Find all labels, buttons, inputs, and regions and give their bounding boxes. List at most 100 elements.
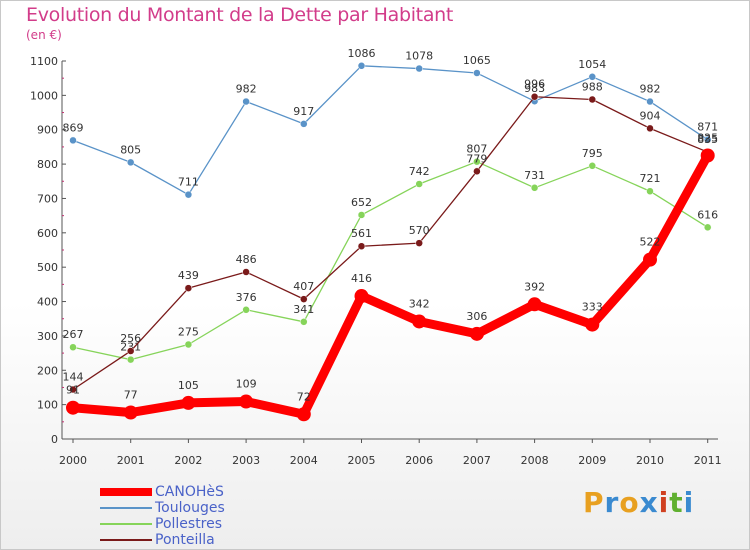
- legend-item: CANOHèS: [100, 484, 225, 500]
- data-point: [527, 297, 542, 312]
- chart-title: Evolution du Montant de la Dette par Hab…: [26, 4, 454, 26]
- data-point: [300, 295, 308, 303]
- data-point: [703, 223, 712, 232]
- y-tick-label: 0: [51, 433, 58, 446]
- legend-swatch: [100, 507, 152, 509]
- data-point: [530, 184, 539, 192]
- legend-label: Ponteilla: [155, 532, 215, 548]
- data-point: [123, 405, 138, 420]
- x-tick-label: 2001: [117, 454, 145, 467]
- logo-letter: i: [683, 486, 695, 519]
- data-label: 1065: [463, 54, 491, 67]
- data-label: 835: [697, 133, 718, 146]
- series-line: [72, 65, 709, 196]
- data-point: [354, 289, 369, 304]
- x-tick-label: 2000: [59, 454, 87, 467]
- data-point: [181, 395, 196, 410]
- data-label: 570: [409, 224, 430, 237]
- data-point: [588, 95, 597, 104]
- x-tick-label: 2005: [348, 454, 376, 467]
- data-point: [473, 167, 481, 176]
- legend-label: Pollestres: [155, 516, 223, 532]
- data-label: 275: [178, 326, 199, 339]
- data-label: 105: [178, 379, 199, 392]
- data-point: [69, 136, 77, 145]
- chart-legend: CANOHèS Toulouges Pollestres Ponteilla: [100, 484, 225, 548]
- data-label: 825: [697, 132, 718, 145]
- legend-label: Toulouges: [155, 500, 225, 516]
- data-point: [415, 64, 423, 73]
- data-label: 376: [236, 291, 257, 304]
- data-point: [469, 326, 484, 341]
- data-point: [242, 268, 250, 276]
- data-label: 807: [466, 143, 487, 156]
- data-label: 904: [640, 109, 661, 122]
- y-tick-label: 700: [37, 192, 58, 205]
- y-tick-label: 800: [37, 158, 58, 171]
- data-point: [126, 158, 135, 167]
- data-point: [69, 385, 77, 394]
- data-point: [646, 187, 654, 195]
- series-line: [68, 151, 713, 419]
- data-point: [415, 180, 423, 188]
- data-point: [415, 239, 423, 247]
- x-tick-label: 2003: [232, 454, 260, 467]
- data-point: [300, 120, 308, 128]
- series-line: [72, 161, 709, 361]
- data-label: 109: [236, 378, 257, 391]
- legend-swatch: [100, 539, 152, 541]
- legend-label: CANOHèS: [155, 484, 224, 500]
- data-label: 795: [582, 147, 603, 160]
- data-label: 779: [466, 152, 487, 165]
- data-label: 982: [640, 83, 661, 96]
- data-label: 342: [409, 297, 430, 310]
- data-label: 91: [66, 384, 80, 397]
- data-point: [703, 135, 712, 144]
- data-point: [585, 317, 600, 332]
- data-label: 917: [293, 105, 314, 118]
- y-tick-label: 500: [37, 261, 58, 274]
- data-point: [357, 242, 366, 250]
- data-label: 721: [640, 172, 661, 185]
- data-label: 77: [124, 389, 138, 402]
- data-point: [646, 97, 654, 106]
- x-tick-label: 2009: [578, 454, 606, 467]
- data-label: 616: [697, 208, 718, 221]
- data-point: [357, 62, 366, 70]
- x-tick-label: 2008: [521, 454, 549, 467]
- legend-item: Pollestres: [100, 516, 225, 532]
- data-label: 711: [178, 176, 199, 189]
- data-label: 1054: [578, 58, 606, 71]
- data-label: 256: [120, 332, 141, 345]
- y-tick-label: 100: [37, 399, 58, 412]
- x-tick-label: 2007: [463, 454, 491, 467]
- logo-letter: x: [639, 486, 659, 519]
- data-label: 731: [524, 169, 545, 182]
- x-tick-label: 2010: [636, 454, 664, 467]
- y-tick-label: 900: [37, 124, 58, 137]
- data-label: 805: [120, 143, 141, 156]
- legend-swatch: [100, 488, 152, 496]
- legend-item: Toulouges: [100, 500, 225, 516]
- data-label: 333: [582, 301, 603, 314]
- logo-letter: i: [658, 486, 670, 519]
- data-label: 267: [63, 328, 84, 341]
- data-label: 996: [524, 78, 545, 91]
- data-point: [184, 340, 193, 349]
- data-point: [239, 394, 254, 409]
- data-point: [530, 92, 539, 101]
- logo-letter: o: [619, 486, 640, 519]
- data-label: 1078: [405, 50, 433, 63]
- data-point: [66, 400, 80, 415]
- proxiti-logo: Proxiti: [583, 486, 694, 519]
- logo-letter: P: [583, 486, 605, 519]
- data-label: 988: [582, 80, 603, 93]
- data-label: 486: [236, 253, 257, 266]
- data-label: 982: [236, 83, 257, 96]
- x-tick-label: 2004: [290, 454, 318, 467]
- data-label: 306: [466, 310, 487, 323]
- data-point: [184, 284, 193, 292]
- data-label: 341: [293, 303, 314, 316]
